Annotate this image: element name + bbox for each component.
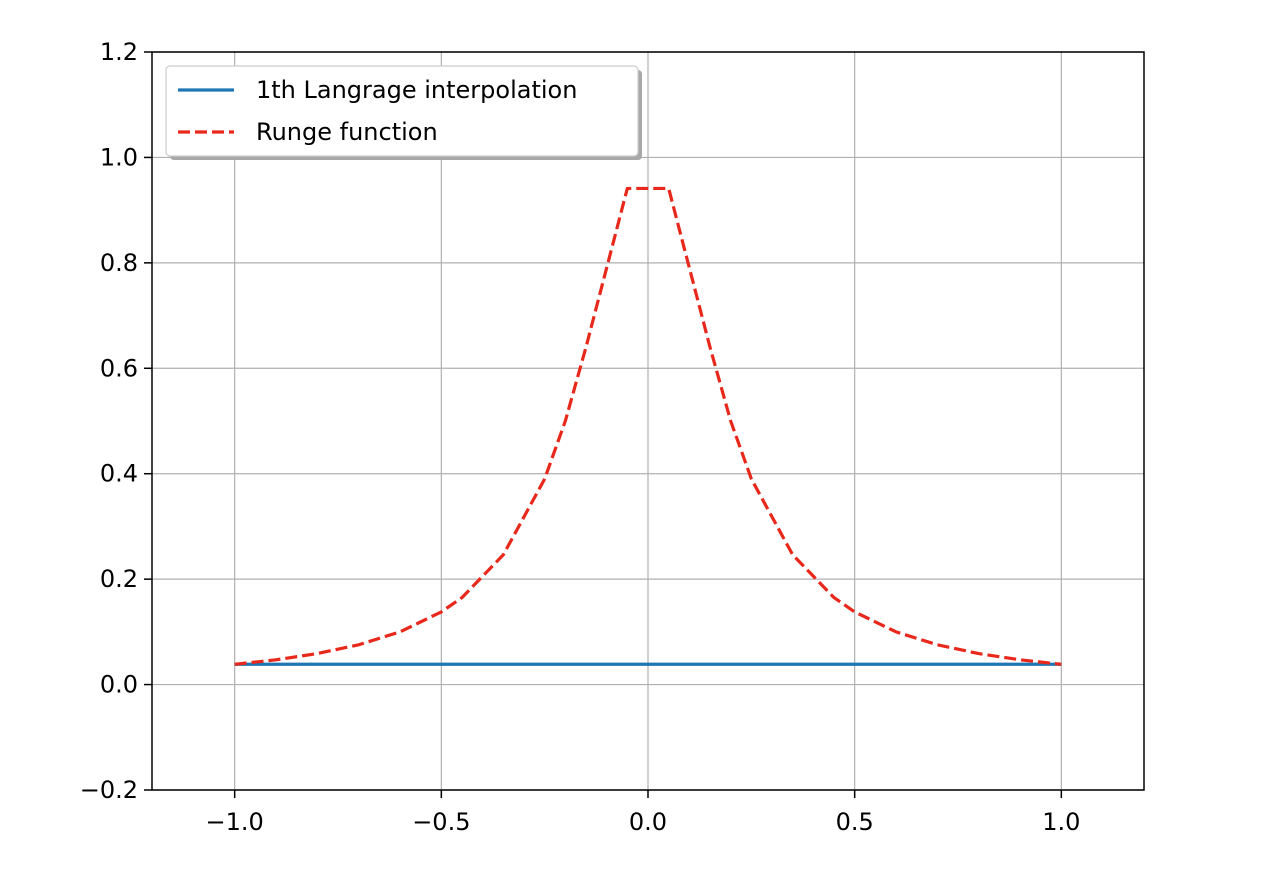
y-tick-label: 0.8: [100, 249, 138, 277]
ticks: −1.0 −0.5 0.0 0.5 1.0 −0.2 0.0 0.2 0.4 0.6 0.8 1.0 1…: [80, 38, 1081, 836]
y-tick-label: 0.0: [100, 671, 138, 699]
y-tick-label: 0.6: [100, 354, 138, 382]
legend-label: 1th Langrage interpolation: [256, 76, 577, 104]
x-tick-label: 0.5: [836, 808, 874, 836]
x-tick-label: 0.0: [629, 808, 667, 836]
runge-function-line: [234, 186, 1062, 666]
grid: [152, 51, 1144, 791]
y-tick-label: −0.2: [80, 776, 138, 804]
x-tick-label: 1.0: [1042, 808, 1080, 836]
legend-label: Runge function: [256, 118, 438, 146]
x-tick-label: −1.0: [206, 808, 264, 836]
y-tick-label: 1.0: [100, 143, 138, 171]
series-layer: [234, 186, 1062, 666]
y-tick-label: 0.2: [100, 565, 138, 593]
x-tick-label: −0.5: [412, 808, 470, 836]
y-tick-label: 0.4: [100, 460, 138, 488]
legend-box: [165, 65, 639, 157]
y-tick-label: 1.2: [100, 38, 138, 66]
legend: 1th Langrage interpolation Runge function: [165, 65, 642, 160]
